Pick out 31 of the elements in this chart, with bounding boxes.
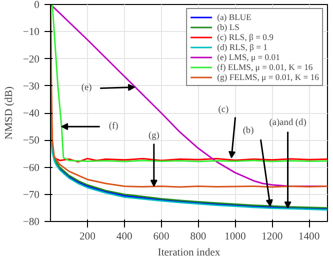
y-tick-label: −70: [22, 190, 40, 201]
legend-label: (e) LMS, μ = 0.01: [217, 52, 280, 62]
annotation: (g): [148, 131, 160, 142]
y-tick-label: −60: [22, 162, 40, 174]
y-tick-label: −30: [22, 81, 40, 92]
legend-label: (b) LS: [217, 22, 240, 32]
annotation: (c): [218, 104, 229, 115]
legend-label: (c) RLS, β = 0.9: [217, 32, 274, 42]
x-tick-label: 200: [79, 232, 96, 242]
annotation: (f): [108, 122, 118, 132]
y-tick-label: −10: [22, 27, 40, 38]
x-tick-label: 1000: [224, 232, 246, 242]
x-tick-label: 1400: [298, 232, 320, 242]
x-axis-title: Iteration index: [158, 248, 221, 258]
y-axis-title: NMSD (dB): [4, 86, 15, 140]
y-tick-label: −50: [22, 136, 40, 147]
legend-label: (d) RLS, β = 1: [217, 42, 268, 52]
x-tick-label: 600: [153, 232, 170, 242]
legend-label: (f) ELMS, μ = 0.01, K = 16: [217, 62, 313, 72]
y-tick-label: −20: [22, 54, 40, 66]
y-tick-label: 0: [34, 0, 40, 11]
y-tick-label: −40: [22, 108, 40, 120]
annotation: (a)and (d): [269, 118, 306, 128]
legend-label: (a) BLUE: [217, 12, 252, 22]
y-tick-label: −80: [22, 217, 40, 228]
x-tick-label: 400: [116, 232, 132, 242]
annotation: (b): [242, 126, 254, 136]
annotation: (e): [81, 83, 92, 94]
x-tick-label: 800: [190, 232, 206, 242]
legend-label: (g) FELMS, μ = 0.01, K = 16: [217, 72, 319, 82]
x-tick-label: 1200: [261, 232, 283, 242]
